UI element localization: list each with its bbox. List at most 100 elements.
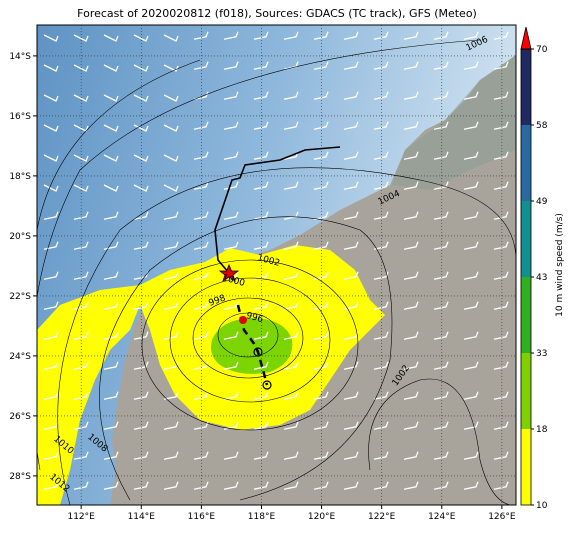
wind-barb: [313, 481, 329, 490]
y-tick-label: 16°S: [9, 112, 31, 122]
wind-barb: [433, 121, 449, 130]
wind-barb: [283, 181, 299, 190]
wind-barb: [133, 301, 149, 310]
wind-barb: [103, 211, 119, 220]
wind-barb: [403, 421, 419, 430]
wind-barb: [403, 91, 419, 100]
wind-barb: [373, 391, 389, 400]
wind-barb: [73, 34, 89, 42]
wind-barb: [223, 361, 239, 370]
wind-barb: [73, 211, 89, 220]
wind-barb: [103, 481, 119, 490]
wind-barb: [313, 181, 329, 190]
wind-barb: [343, 301, 359, 310]
wind-barb: [73, 271, 89, 280]
wind-barb: [343, 451, 359, 460]
wind-barb: [343, 331, 359, 340]
wind-barb: [433, 331, 449, 340]
wind-barb: [193, 121, 209, 130]
wind-barb: [133, 421, 149, 430]
wind-barb: [433, 241, 449, 250]
wind-barb: [463, 121, 479, 130]
colorbar-tick-label: 43: [536, 273, 547, 283]
wind-barb: [133, 241, 149, 250]
wind-barb: [343, 241, 359, 250]
wind-barb: [313, 331, 329, 340]
wind-barb: [193, 151, 209, 160]
wind-barb: [253, 91, 269, 100]
wind-barb: [133, 211, 149, 220]
wind-barb: [163, 124, 179, 132]
wind-barb: [313, 151, 329, 160]
colorbar-segment: [521, 201, 531, 277]
wind-barb: [403, 61, 419, 70]
wind-barb: [103, 124, 119, 132]
wind-barb: [103, 421, 119, 430]
wind-barb: [253, 331, 269, 340]
wind-barb: [343, 151, 359, 160]
wind-barb: [73, 361, 89, 370]
wind-barb: [283, 241, 299, 250]
wind-barb: [463, 31, 479, 40]
wind-barb: [253, 61, 269, 70]
wind-barb: [73, 481, 89, 490]
wind-barb: [73, 391, 89, 400]
wind-barb: [373, 271, 389, 280]
wind-barb: [343, 91, 359, 100]
wind-barb: [343, 361, 359, 370]
colorbar-tick-label: 70: [536, 45, 548, 55]
wind-barb: [163, 34, 179, 42]
wind-barb: [373, 451, 389, 460]
wind-barb: [433, 451, 449, 460]
colorbar-segment: [521, 125, 531, 201]
colorbar-segment: [521, 353, 531, 429]
wind-barb: [493, 241, 509, 250]
wind-barb: [163, 421, 179, 430]
colorbar-tick-label: 49: [536, 197, 548, 207]
wind-barb: [403, 331, 419, 340]
wind-barb: [253, 211, 269, 220]
wind-barb: [223, 481, 239, 490]
wind-barb: [373, 91, 389, 100]
wind-barb: [193, 31, 209, 40]
wind-barb: [493, 301, 509, 310]
wind-barb: [373, 331, 389, 340]
wind-barb: [163, 271, 179, 280]
wind-barb: [343, 211, 359, 220]
wind-barb: [193, 421, 209, 430]
wind-barb: [463, 361, 479, 370]
colorbar-tick-label: 58: [536, 121, 548, 131]
wind-barb: [193, 451, 209, 460]
wind-barb: [493, 91, 509, 100]
wind-barb: [43, 481, 59, 490]
title: Forecast of 2020020812 (f018), Sources: …: [77, 7, 477, 20]
wind-barb: [403, 271, 419, 280]
wind-barb: [43, 451, 59, 460]
wind-barb: [193, 331, 209, 340]
wind-barb: [403, 121, 419, 130]
y-tick-label: 22°S: [9, 292, 31, 302]
x-tick-label: 116°E: [188, 512, 216, 522]
map-frame: [36, 24, 517, 506]
wind-barb: [433, 301, 449, 310]
wind-barb: [103, 34, 119, 42]
wind-barb: [313, 121, 329, 130]
wind-barb: [493, 481, 509, 490]
y-tick-label: 26°S: [9, 412, 31, 422]
wind-barb: [403, 181, 419, 190]
wind-barb: [313, 451, 329, 460]
wind-barb: [433, 361, 449, 370]
wind-barb: [403, 211, 419, 220]
wind-barb: [193, 391, 209, 400]
wind-barb: [163, 64, 179, 72]
wind-barb: [403, 391, 419, 400]
wind-barb: [193, 91, 209, 100]
colorbar-label: 10 m wind speed (m/s): [555, 213, 565, 317]
wind-barb: [343, 31, 359, 40]
wind-barb: [163, 154, 179, 162]
wind-barb: [373, 61, 389, 70]
x-tick-label: 114°E: [128, 512, 156, 522]
colorbar-segment: [521, 49, 531, 125]
